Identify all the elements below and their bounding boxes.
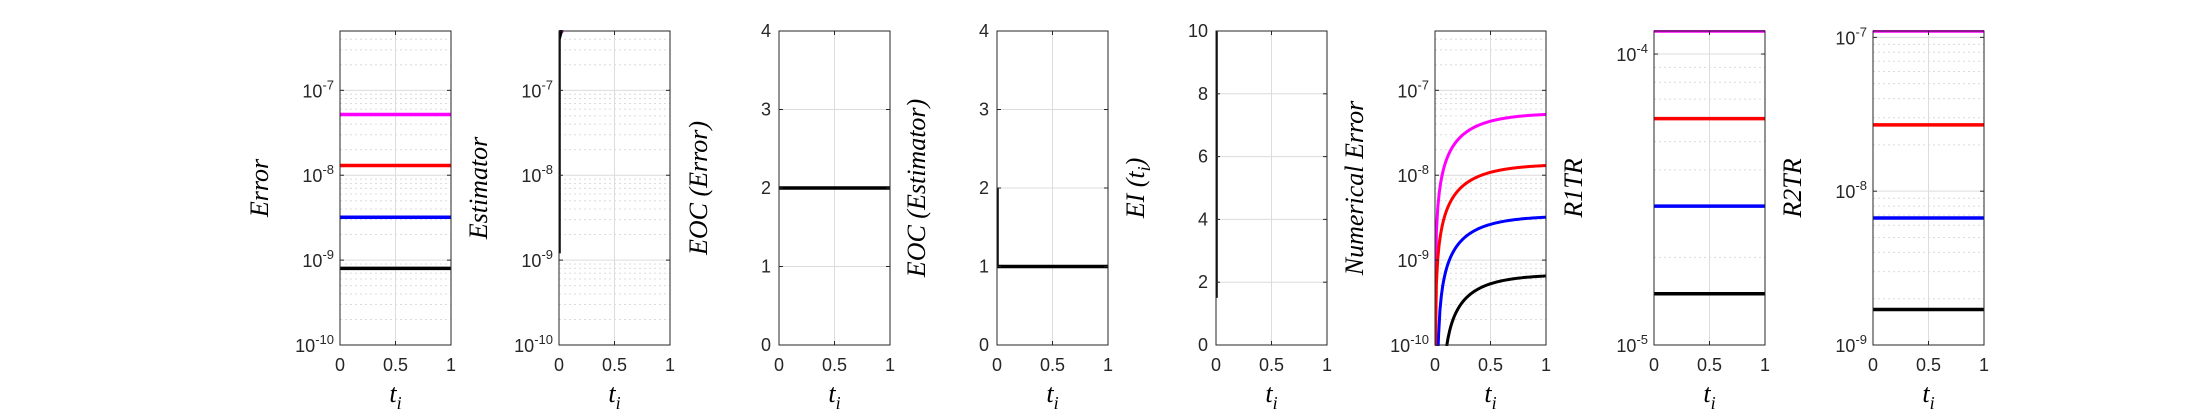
x-tick-label: 0 bbox=[1649, 355, 1659, 375]
y-tick-label: 4 bbox=[1198, 209, 1208, 229]
y-axis-label: EI (ti) bbox=[1121, 158, 1154, 220]
x-tick-label: 1 bbox=[1322, 355, 1332, 375]
y-tick-label: 10-7 bbox=[1835, 24, 1867, 48]
y-tick-label: 10-9 bbox=[521, 247, 553, 271]
x-axis-label: ti bbox=[1046, 379, 1058, 413]
y-tick-label: 10-9 bbox=[1397, 247, 1429, 271]
x-axis-label: ti bbox=[389, 379, 401, 413]
y-tick-label: 1 bbox=[979, 257, 989, 277]
y-tick-label: 10-8 bbox=[521, 162, 553, 186]
y-tick-label: 10-8 bbox=[1835, 178, 1867, 202]
x-tick-label: 0 bbox=[554, 355, 564, 375]
x-tick-label: 0.5 bbox=[1478, 355, 1503, 375]
panel-6: 0 0.5 1 10-10 10-9 10-8 10-7 ti Numerical Error bbox=[1340, 30, 1551, 413]
series-line-black bbox=[997, 188, 1108, 269]
y-tick-label: 3 bbox=[979, 100, 989, 120]
x-tick-label: 1 bbox=[885, 355, 895, 375]
y-tick-label: 10 bbox=[1188, 21, 1208, 41]
x-tick-label: 1 bbox=[1760, 355, 1770, 375]
panel-2: 0 0.5 1 10-10 10-9 10-8 10-7 ti Estimator bbox=[464, 30, 675, 413]
y-tick-label: 10-7 bbox=[1397, 77, 1429, 101]
x-axis-label: ti bbox=[1265, 379, 1277, 413]
series-group bbox=[1435, 112, 1547, 346]
y-tick-label: 10-10 bbox=[514, 332, 553, 356]
y-tick-label: 10-9 bbox=[1835, 332, 1867, 356]
y-tick-label: 10-9 bbox=[302, 247, 334, 271]
y-tick-label: 0 bbox=[1198, 335, 1208, 355]
y-axis-label: EOC (Error) bbox=[684, 121, 713, 256]
x-axis-label: ti bbox=[828, 379, 840, 413]
x-tick-label: 0.5 bbox=[602, 355, 627, 375]
y-tick-label: 10-7 bbox=[302, 77, 334, 101]
y-axis-label: R1TR bbox=[1559, 158, 1588, 218]
y-axis-label: R2TR bbox=[1778, 158, 1807, 218]
y-tick-label: 4 bbox=[761, 21, 771, 41]
x-tick-label: 0 bbox=[1211, 355, 1221, 375]
y-tick-label: 10-4 bbox=[1616, 41, 1648, 65]
x-tick-label: 0.5 bbox=[383, 355, 408, 375]
x-tick-label: 1 bbox=[1979, 355, 1989, 375]
series-group bbox=[997, 188, 1108, 269]
x-tick-label: 0.5 bbox=[1040, 355, 1065, 375]
y-tick-label: 10-10 bbox=[1390, 332, 1429, 356]
series-line-blue bbox=[1436, 215, 1547, 346]
y-axis-label: EOC (Estimator) bbox=[902, 99, 931, 278]
series-line-magenta bbox=[1435, 112, 1547, 346]
y-axis-label: Error bbox=[245, 158, 274, 218]
series-line-black bbox=[1445, 274, 1547, 346]
x-tick-label: 1 bbox=[1541, 355, 1551, 375]
series-group bbox=[340, 112, 451, 271]
y-tick-label: 6 bbox=[1198, 147, 1208, 167]
x-tick-label: 0 bbox=[1430, 355, 1440, 375]
x-tick-label: 1 bbox=[665, 355, 675, 375]
y-tick-label: 2 bbox=[761, 178, 771, 198]
panel-1: 0 0.5 1 10-10 10-9 10-8 10-7 ti Error bbox=[245, 30, 456, 413]
y-tick-label: 0 bbox=[761, 335, 771, 355]
x-tick-label: 0.5 bbox=[1697, 355, 1722, 375]
x-axis-label: ti bbox=[1703, 379, 1715, 413]
x-tick-label: 0.5 bbox=[1259, 355, 1284, 375]
y-tick-label: 2 bbox=[979, 178, 989, 198]
y-tick-label: 10-8 bbox=[1397, 162, 1429, 186]
panel-3: 0 0.5 1 0 1 2 3 4 ti EOC (Error) bbox=[684, 21, 895, 413]
y-tick-label: 10-7 bbox=[521, 77, 553, 101]
x-tick-label: 0 bbox=[335, 355, 345, 375]
y-tick-label: 10-5 bbox=[1616, 332, 1648, 356]
x-tick-label: 1 bbox=[446, 355, 456, 375]
x-tick-label: 0.5 bbox=[1916, 355, 1941, 375]
y-axis-label: Numerical Error bbox=[1340, 100, 1369, 276]
panel-4: 0 0.5 1 0 1 2 3 4 ti EOC (Estimator) bbox=[902, 21, 1113, 413]
series-line-red bbox=[1435, 164, 1547, 346]
y-tick-label: 2 bbox=[1198, 272, 1208, 292]
x-axis-label: ti bbox=[1922, 379, 1934, 413]
x-tick-label: 1 bbox=[1103, 355, 1113, 375]
y-tick-label: 10-10 bbox=[295, 332, 334, 356]
y-tick-label: 10-8 bbox=[302, 162, 334, 186]
x-tick-label: 0 bbox=[1868, 355, 1878, 375]
y-tick-label: 1 bbox=[761, 257, 771, 277]
y-tick-label: 3 bbox=[761, 100, 771, 120]
x-tick-label: 0.5 bbox=[822, 355, 847, 375]
y-tick-label: 0 bbox=[979, 335, 989, 355]
x-axis-label: ti bbox=[608, 379, 620, 413]
x-axis-label: ti bbox=[1484, 379, 1496, 413]
x-tick-label: 0 bbox=[774, 355, 784, 375]
panel-7: 0 0.5 1 10-5 10-4 ti R1TR bbox=[1559, 30, 1770, 413]
x-tick-label: 0 bbox=[992, 355, 1002, 375]
panel-8: 0 0.5 1 10-9 10-8 10-7 ti R2TR bbox=[1778, 24, 1989, 413]
y-axis-label: Estimator bbox=[464, 136, 493, 240]
y-tick-label: 4 bbox=[979, 21, 989, 41]
y-tick-label: 8 bbox=[1198, 84, 1208, 104]
